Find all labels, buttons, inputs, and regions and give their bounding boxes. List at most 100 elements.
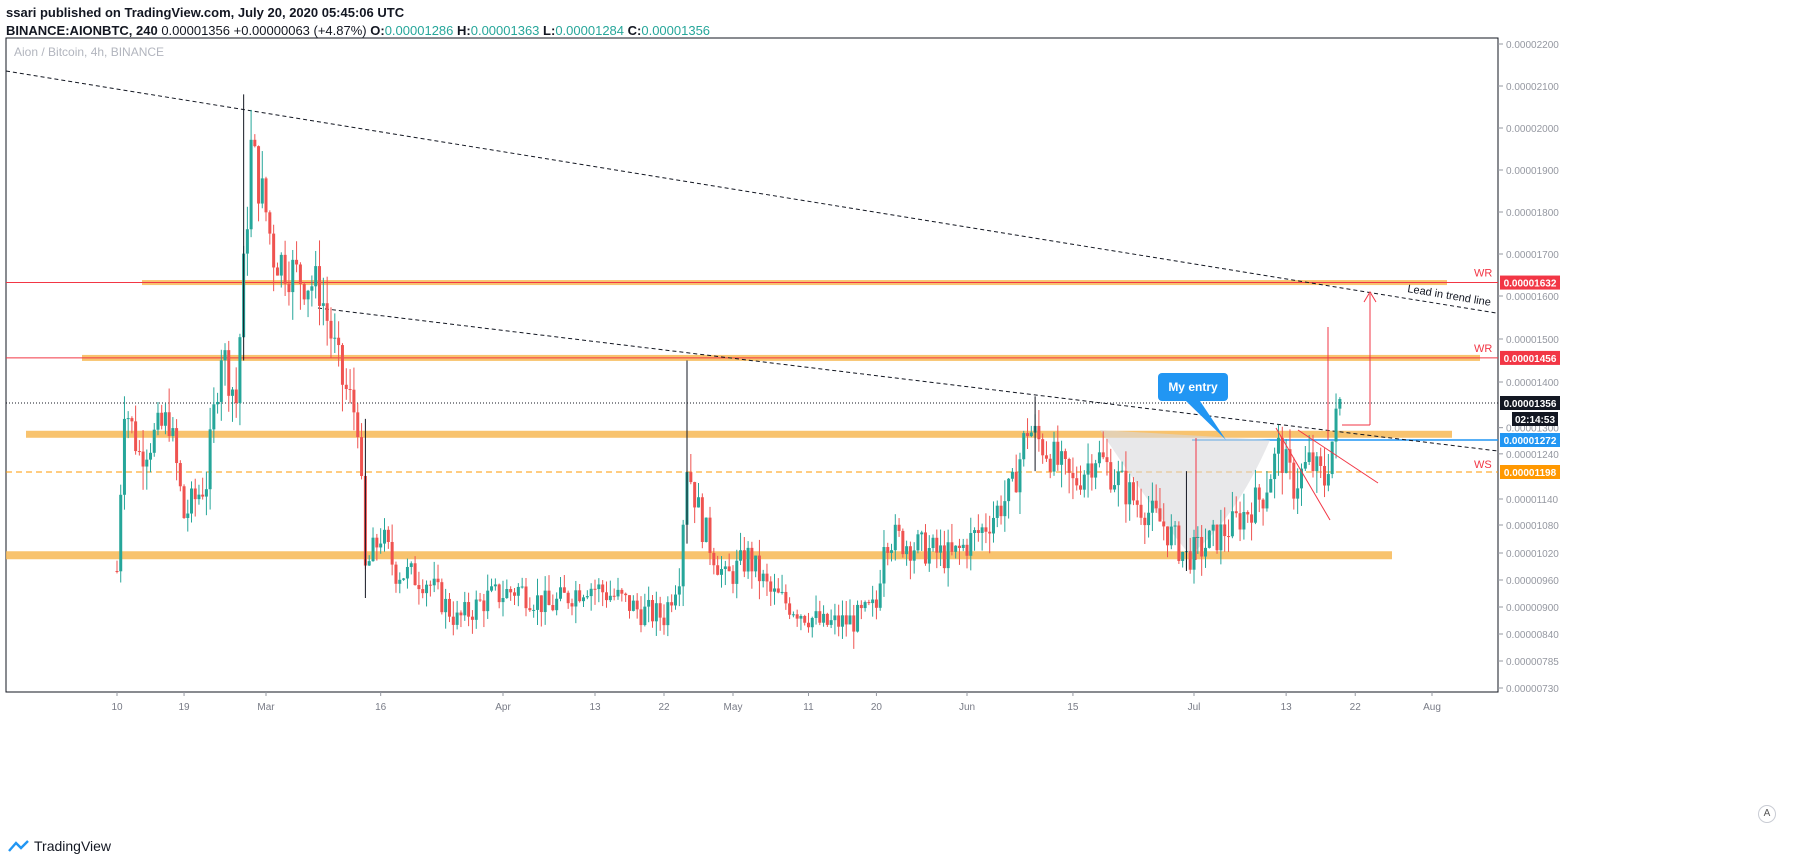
candle-body	[624, 593, 628, 596]
candle-body	[605, 592, 608, 601]
candle	[1041, 433, 1045, 464]
candle	[570, 598, 574, 616]
candle-body	[398, 579, 402, 584]
candle	[961, 538, 965, 552]
candle-body	[562, 587, 566, 593]
candle-body	[524, 586, 528, 609]
candle-body	[1188, 551, 1192, 570]
candle	[939, 529, 943, 567]
candle-body	[1097, 452, 1101, 464]
candle-body	[119, 494, 123, 572]
candle	[1265, 470, 1269, 512]
candle-body	[750, 547, 754, 572]
candle	[1303, 445, 1307, 471]
candle-body	[746, 547, 750, 572]
candle-body	[1094, 463, 1098, 478]
candle	[455, 600, 459, 630]
candle	[134, 405, 138, 455]
candle-body	[1056, 441, 1060, 465]
candle-body	[539, 595, 543, 613]
candle-body	[882, 547, 886, 584]
candle-body	[257, 146, 261, 204]
candle	[386, 526, 390, 549]
price-tag-bg	[1500, 433, 1560, 447]
candle	[219, 349, 223, 421]
wedge-upper-line	[1297, 429, 1379, 484]
auto-scale-button[interactable]: A	[1758, 805, 1776, 823]
candle	[186, 499, 190, 532]
candle-body	[528, 608, 532, 611]
footer-brand[interactable]: TradingView	[8, 838, 111, 854]
candle	[674, 585, 677, 610]
candle	[208, 407, 212, 510]
candle-body	[1276, 437, 1280, 454]
candle-body	[130, 418, 134, 422]
candle-body	[761, 573, 765, 582]
candle-body	[803, 615, 807, 623]
candle	[470, 610, 474, 634]
candle	[1090, 454, 1094, 491]
candle	[137, 440, 141, 456]
candle-body	[908, 546, 912, 561]
candle	[1143, 512, 1147, 545]
candle	[352, 367, 356, 431]
candle	[566, 590, 570, 609]
last-price: 0.00001356	[161, 23, 230, 38]
candle-body	[421, 589, 425, 594]
candle-body	[1158, 508, 1162, 522]
candle-body	[927, 548, 931, 564]
candle	[119, 484, 123, 583]
candle-body	[249, 139, 253, 230]
candle	[283, 240, 287, 297]
candle-body	[942, 545, 946, 569]
candle-body	[219, 360, 223, 402]
candle	[444, 588, 448, 629]
candle-body	[1166, 526, 1170, 546]
candle-body	[935, 537, 939, 553]
price-tag-bg	[1512, 412, 1558, 426]
candle	[115, 560, 119, 574]
candle	[182, 484, 186, 519]
x-tick-label: Aug	[1423, 702, 1441, 713]
candle-body	[700, 497, 704, 542]
wedge-lower-line	[1275, 427, 1331, 521]
candle	[776, 578, 780, 594]
candle	[647, 586, 651, 623]
candle	[916, 529, 920, 554]
candle	[867, 599, 871, 606]
candle-body	[447, 598, 451, 617]
candle	[318, 240, 322, 326]
candle-body	[612, 595, 616, 597]
candle	[757, 539, 761, 600]
candle-body	[893, 524, 897, 551]
candle-body	[182, 486, 186, 518]
candle-body	[321, 303, 325, 306]
candle	[825, 612, 829, 627]
candle	[720, 555, 723, 588]
candle-body	[204, 489, 208, 497]
x-tick-label: 16	[375, 702, 387, 713]
candle	[559, 577, 562, 602]
candle-body	[616, 589, 620, 597]
candle	[310, 275, 314, 307]
candle	[130, 416, 134, 434]
candle-body	[318, 266, 322, 306]
candle	[712, 547, 716, 575]
candle-body	[193, 488, 197, 500]
price-tag: 0.00001632	[1500, 275, 1560, 290]
candle	[306, 289, 310, 318]
candle-body	[1128, 482, 1132, 505]
candle-body	[367, 561, 371, 566]
candle	[589, 583, 593, 611]
candle	[298, 262, 302, 310]
candle	[321, 277, 325, 326]
candle-body	[440, 582, 444, 613]
candle	[1334, 393, 1338, 459]
callout-pointer	[1186, 401, 1226, 440]
candle-body	[961, 544, 965, 548]
candle	[417, 571, 421, 605]
candle-body	[878, 583, 882, 608]
candle	[1158, 487, 1162, 522]
candle	[750, 541, 754, 589]
